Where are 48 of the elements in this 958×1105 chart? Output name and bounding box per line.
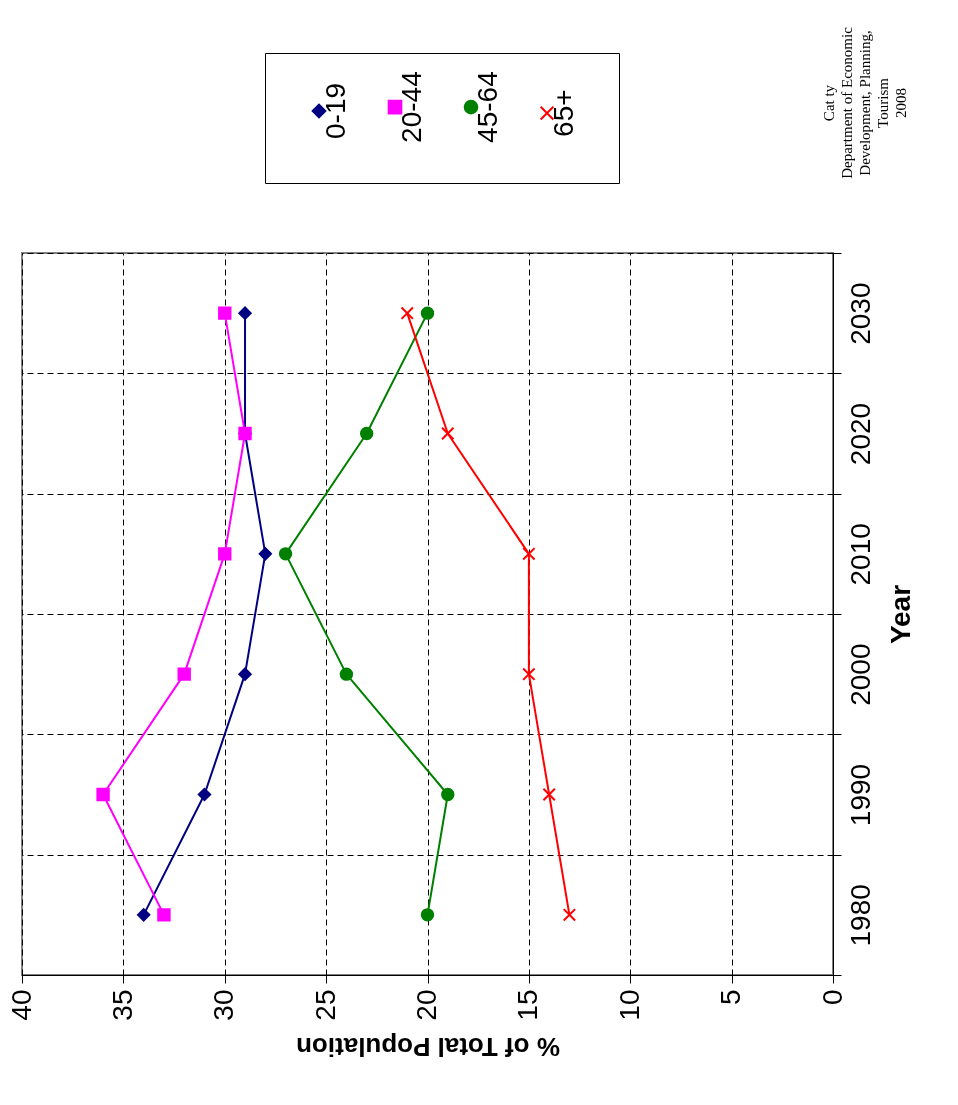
text: Cat ty (821, 84, 837, 122)
x-tick-label: 10 (613, 989, 645, 1021)
x-tick-label: 35 (106, 989, 138, 1021)
point (218, 547, 232, 561)
point (441, 426, 455, 441)
point (542, 787, 556, 802)
y-tick-label: 2010 (844, 523, 876, 586)
point (278, 547, 293, 561)
point (420, 306, 435, 320)
point (400, 306, 414, 320)
y-tick-label: 2000 (844, 643, 876, 706)
point (238, 667, 252, 681)
point (96, 787, 110, 802)
x-axis-title: % of Total Population (296, 1031, 560, 1062)
point (420, 908, 435, 922)
point (136, 908, 151, 922)
x-tick-label: 5 (715, 989, 747, 1006)
x-tick-label: 0 (816, 989, 848, 1006)
x-tick-label: 15 (512, 989, 544, 1021)
point (157, 908, 171, 922)
text: Tourism (875, 77, 891, 128)
y-tick-label: 1990 (844, 763, 876, 827)
y-tick-label: 1980 (844, 884, 876, 947)
text: 2008 (893, 88, 909, 118)
legend-label: 65+ (548, 89, 579, 137)
point (238, 306, 252, 320)
x-tick-label: 25 (309, 989, 341, 1021)
point (522, 547, 536, 561)
legend-label: 0-19 (320, 82, 351, 140)
point (562, 908, 577, 922)
y-tick-label: 2030 (844, 282, 876, 345)
point (258, 547, 272, 561)
point (359, 426, 374, 441)
text: Department of Economic (839, 26, 855, 179)
x-tick-label: 20 (411, 989, 442, 1021)
x-tick-label: 30 (208, 989, 240, 1021)
point (177, 667, 191, 681)
legend-label: 20-44 (396, 71, 427, 143)
legend-label: 45-64 (472, 71, 503, 143)
point (197, 787, 212, 802)
point (218, 306, 232, 320)
point (522, 667, 536, 681)
text: Development, Planning, (857, 30, 873, 176)
point (339, 667, 354, 681)
x-tick-label: 40 (5, 989, 37, 1021)
y-axis-title: Year (884, 584, 916, 645)
y-tick-label: 2020 (844, 402, 876, 466)
point (441, 787, 455, 802)
